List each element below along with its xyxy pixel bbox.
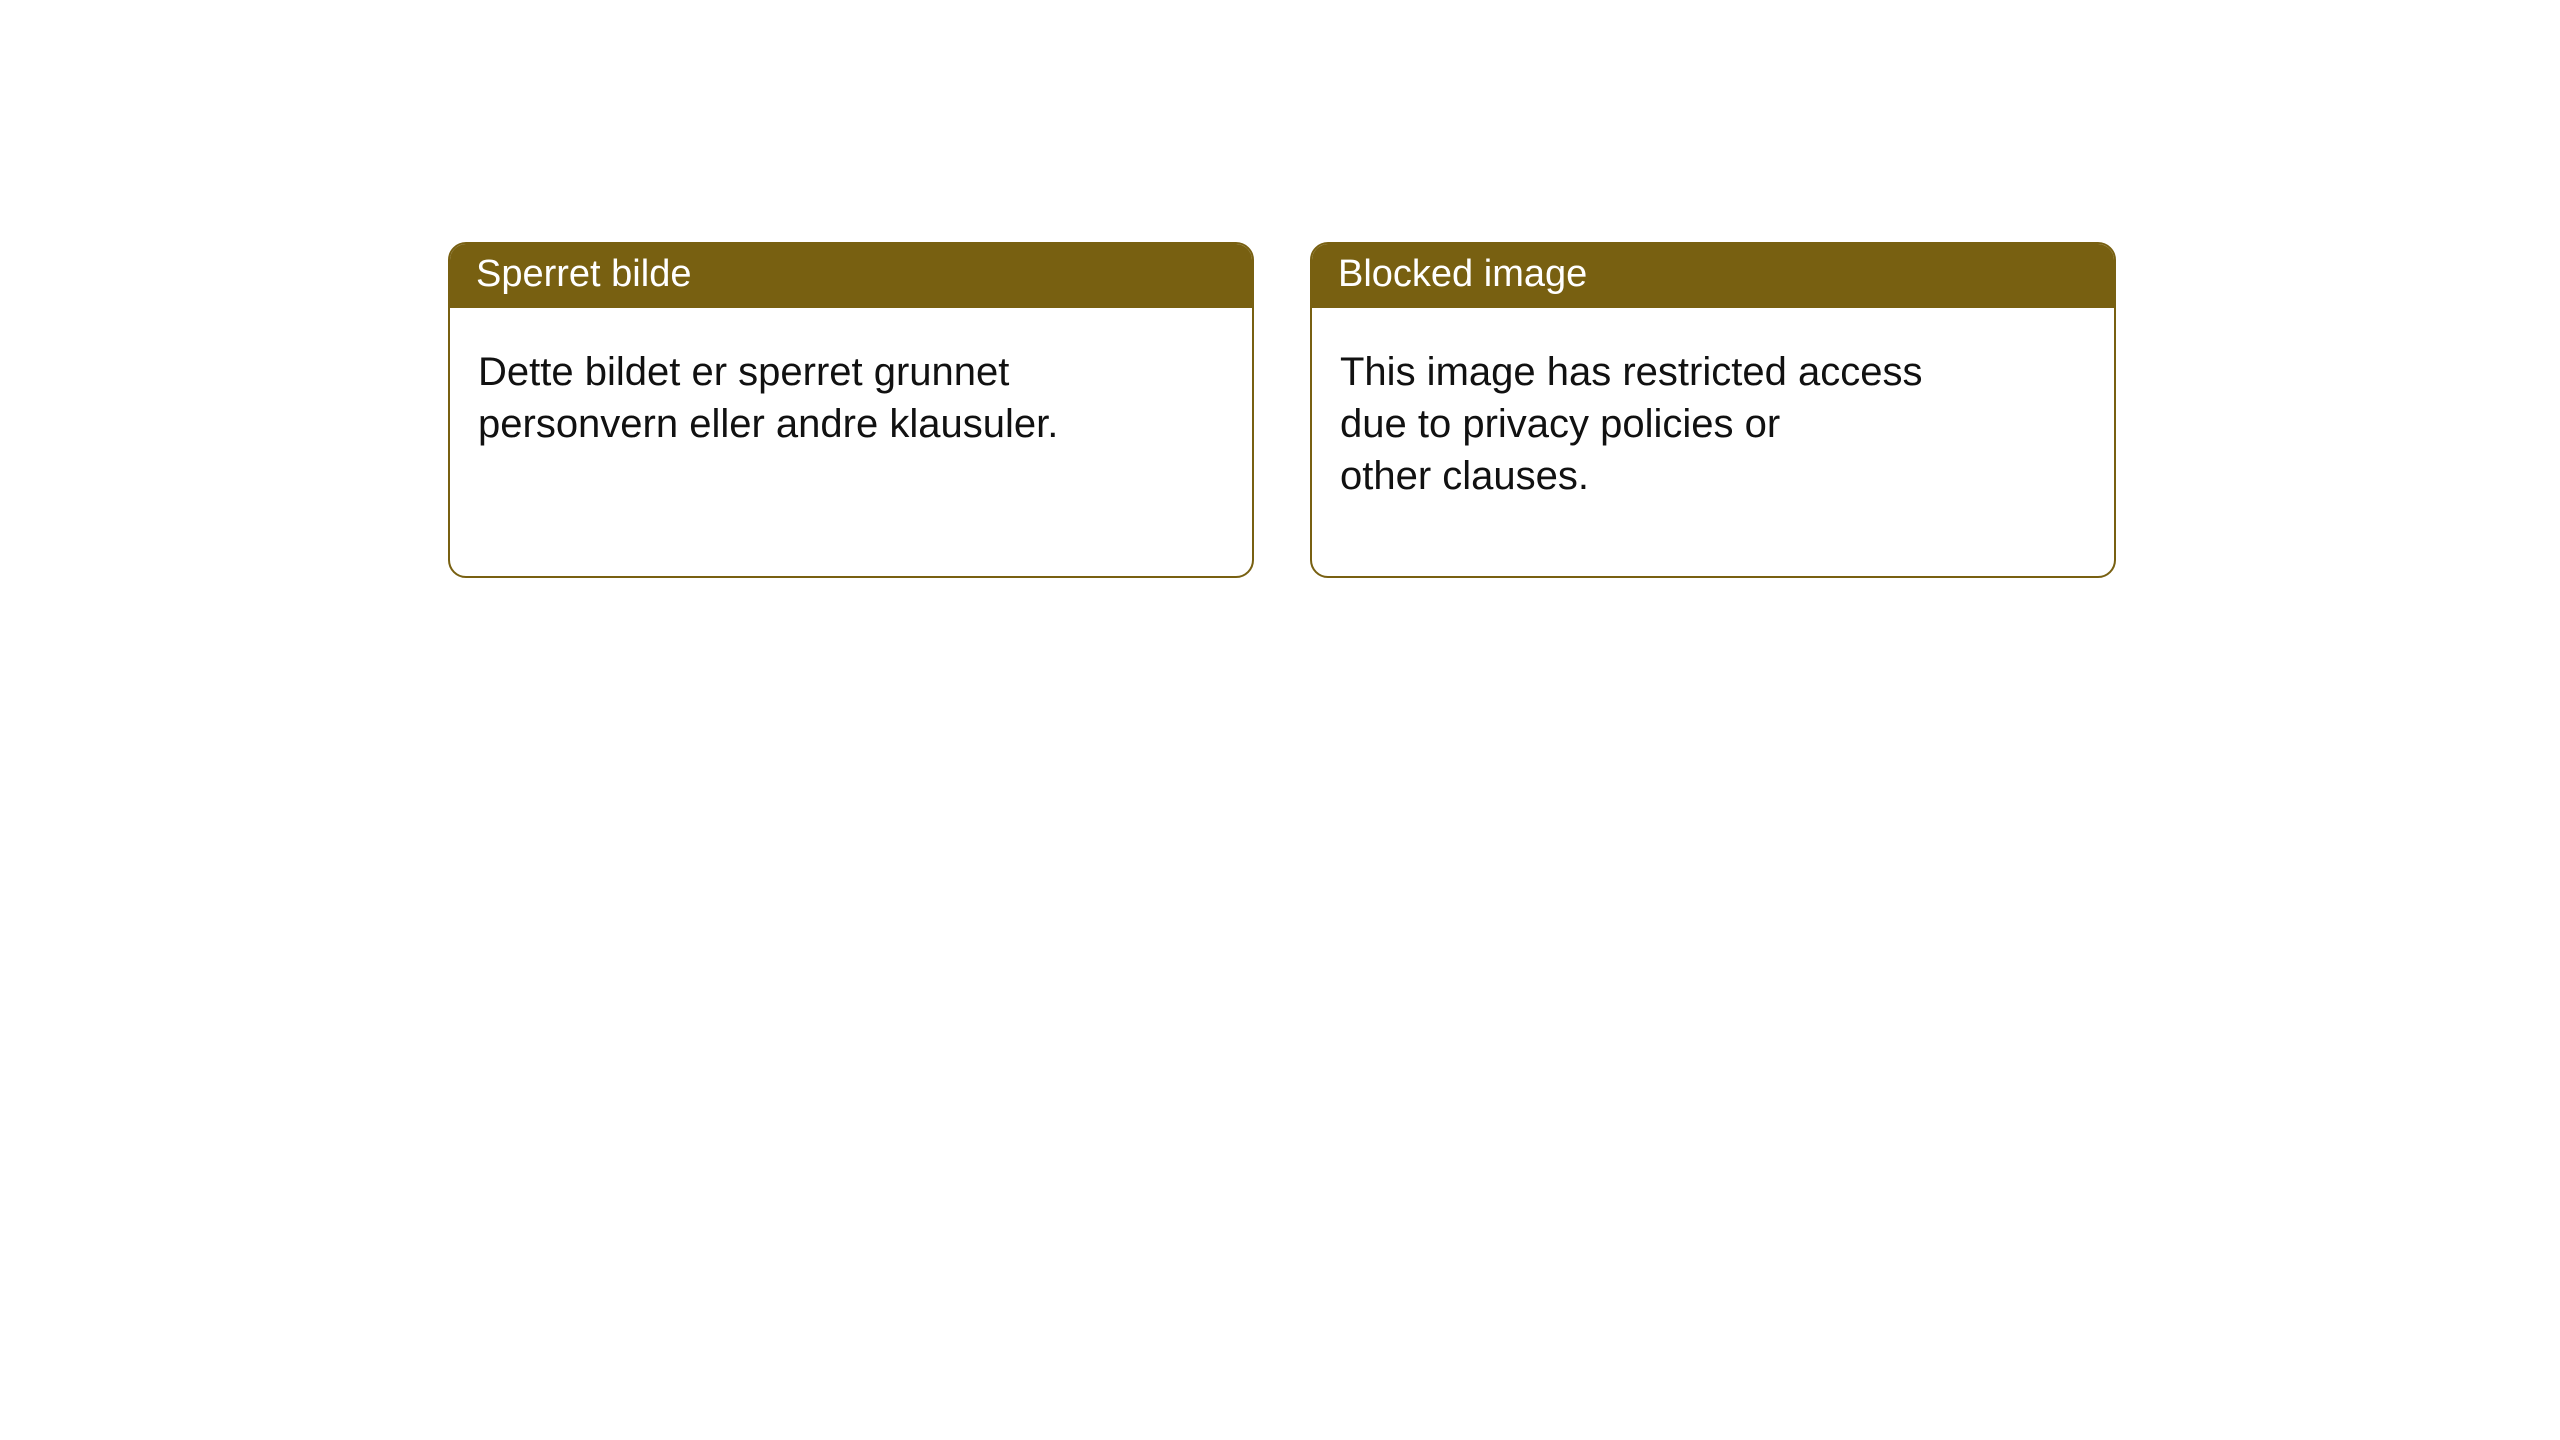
notice-container: Sperret bilde Dette bildet er sperret gr… — [0, 0, 2560, 578]
notice-card-body: Dette bildet er sperret grunnet personve… — [450, 308, 1252, 478]
notice-card-no: Sperret bilde Dette bildet er sperret gr… — [448, 242, 1254, 578]
notice-card-title: Sperret bilde — [450, 244, 1252, 308]
notice-card-body: This image has restricted access due to … — [1312, 308, 2114, 530]
notice-card-title: Blocked image — [1312, 244, 2114, 308]
notice-card-en: Blocked image This image has restricted … — [1310, 242, 2116, 578]
